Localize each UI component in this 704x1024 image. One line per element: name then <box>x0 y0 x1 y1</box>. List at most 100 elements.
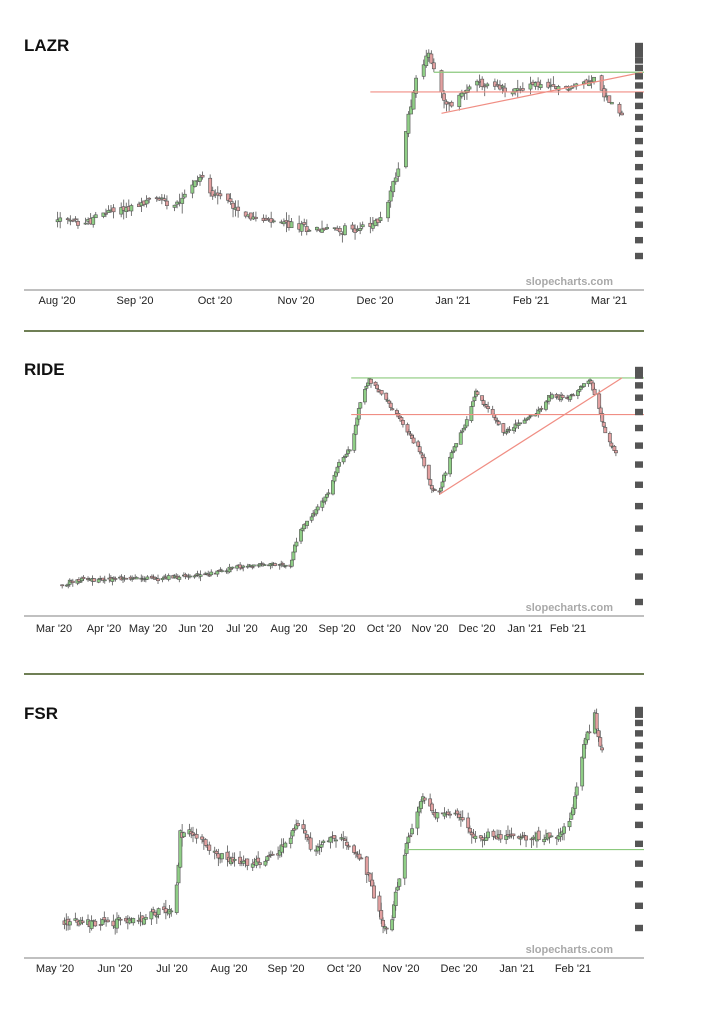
lazr-candle-body <box>248 212 253 220</box>
ride-candle-body <box>209 571 214 576</box>
lazr-candle-body <box>388 190 393 202</box>
fsr-candle-body <box>435 812 440 819</box>
ride-candle-body <box>597 393 602 409</box>
fsr-candle-body <box>498 834 503 840</box>
ride-candle-body <box>230 566 235 569</box>
lazr-candle-body <box>159 197 164 200</box>
ride-candle-body <box>241 565 246 568</box>
ride-candle-body <box>92 578 97 582</box>
fsr-candle-body <box>178 830 183 868</box>
ride-candle-body <box>251 564 256 567</box>
fsr-candle-body <box>176 864 181 884</box>
lazr-candle-body <box>83 222 88 225</box>
lazr-x-tick-label: Sep '20 <box>117 295 154 307</box>
ride-candle-body <box>411 437 416 444</box>
lazr-price-marker <box>635 150 643 158</box>
ride-candle-body <box>248 565 253 567</box>
fsr-candle-body <box>290 830 295 837</box>
ride-candle-body <box>207 574 212 577</box>
lazr-candle-body <box>546 81 551 88</box>
lazr-candle-body <box>302 222 307 225</box>
fsr-ticker-title: FSR <box>24 704 58 723</box>
ride-x-tick-label: Jun '20 <box>178 623 213 635</box>
lazr-watermark: slopecharts.com <box>526 276 614 288</box>
fsr-candle-body <box>216 853 221 859</box>
fsr-price-marker <box>635 711 643 718</box>
ride-candle-body <box>408 433 413 436</box>
fsr-candle-body <box>390 919 395 931</box>
fsr-candle-body <box>328 836 333 843</box>
ride-price-marker <box>635 382 643 389</box>
fsr-candle-body <box>80 920 85 923</box>
lazr-candle-body <box>119 207 124 215</box>
ride-candle-body <box>448 456 452 475</box>
fsr-candle-body <box>466 817 471 829</box>
ride-candle-body <box>472 396 477 402</box>
lazr-candle-body <box>231 202 235 209</box>
lazr-candle-body <box>592 76 596 82</box>
ride-candle-body <box>309 516 314 521</box>
lazr-candle-body <box>104 212 108 215</box>
lazr-candle-body <box>243 211 248 217</box>
ride-candle-body <box>352 433 357 451</box>
ride-candle-body <box>568 395 573 400</box>
lazr-candle-body <box>607 95 612 103</box>
fsr-candle-body <box>354 852 358 854</box>
ride-candle-body <box>250 566 255 568</box>
lazr-x-tick-label: Feb '21 <box>513 295 549 307</box>
fsr-candle-body <box>258 862 262 865</box>
fsr-candle-body <box>491 830 496 837</box>
lazr-candle-body <box>457 94 462 108</box>
lazr-candle-body <box>236 206 241 211</box>
ride-x-tick-label: Mar '20 <box>36 623 72 635</box>
ride-candle-body <box>60 584 65 587</box>
fsr-candle-body <box>598 737 603 747</box>
lazr-price-markers <box>635 42 643 260</box>
fsr-candle-body <box>448 813 452 816</box>
fsr-candle-body <box>381 919 385 927</box>
lazr-candle-body <box>198 177 202 182</box>
lazr-candle-body <box>475 80 479 86</box>
ride-x-tick-labels: Mar '20 Apr '20 May '20 Jun '20 Jul '20 Aug '… <box>36 623 586 635</box>
ride-candle-body <box>347 449 352 452</box>
lazr-x-tick-label: Dec '20 <box>357 295 394 307</box>
lazr-price-marker <box>635 113 643 121</box>
fsr-price-marker <box>635 719 643 727</box>
ride-price-marker <box>635 573 643 580</box>
lazr-x-tick-label: Nov '20 <box>278 295 315 307</box>
fsr-candle-body <box>343 838 347 841</box>
ride-candle-body <box>560 395 565 399</box>
fsr-candle-body <box>256 857 261 863</box>
ride-candle-body <box>113 578 118 580</box>
lazr-candle-body <box>617 103 622 114</box>
ride-candle-body <box>586 380 591 385</box>
ride-candle-body <box>442 474 446 482</box>
lazr-price-marker <box>635 92 643 99</box>
fsr-candle-body <box>154 915 159 918</box>
fsr-candle-body <box>468 828 472 833</box>
fsr-price-marker <box>635 786 643 793</box>
lazr-candle-body <box>210 190 215 197</box>
lazr-candle-body <box>91 217 96 225</box>
ride-candle-body <box>291 551 296 561</box>
lazr-candle-body <box>157 198 162 201</box>
ride-candle-body <box>550 394 554 399</box>
lazr-candle-body <box>528 83 533 90</box>
ride-candle-body <box>163 576 168 579</box>
fsr-candle-body <box>334 839 338 842</box>
ride-candle-body <box>315 506 320 511</box>
ride-candle-body <box>426 464 431 480</box>
ride-candle-body <box>432 489 437 491</box>
lazr-candle-body <box>281 221 286 225</box>
fsr-candle-body <box>153 912 157 916</box>
ride-candle-body <box>603 427 608 434</box>
ride-candle-body <box>238 564 243 569</box>
ride-candle-body <box>458 432 463 445</box>
lazr-candle-body <box>208 177 213 194</box>
fsr-candle-body <box>115 918 119 929</box>
fsr-candle-body <box>594 713 599 730</box>
ride-candle-body <box>262 564 267 566</box>
lazr-candle-body <box>325 227 330 230</box>
fsr-candle-body <box>567 820 572 828</box>
lazr-candle-body <box>193 180 197 188</box>
